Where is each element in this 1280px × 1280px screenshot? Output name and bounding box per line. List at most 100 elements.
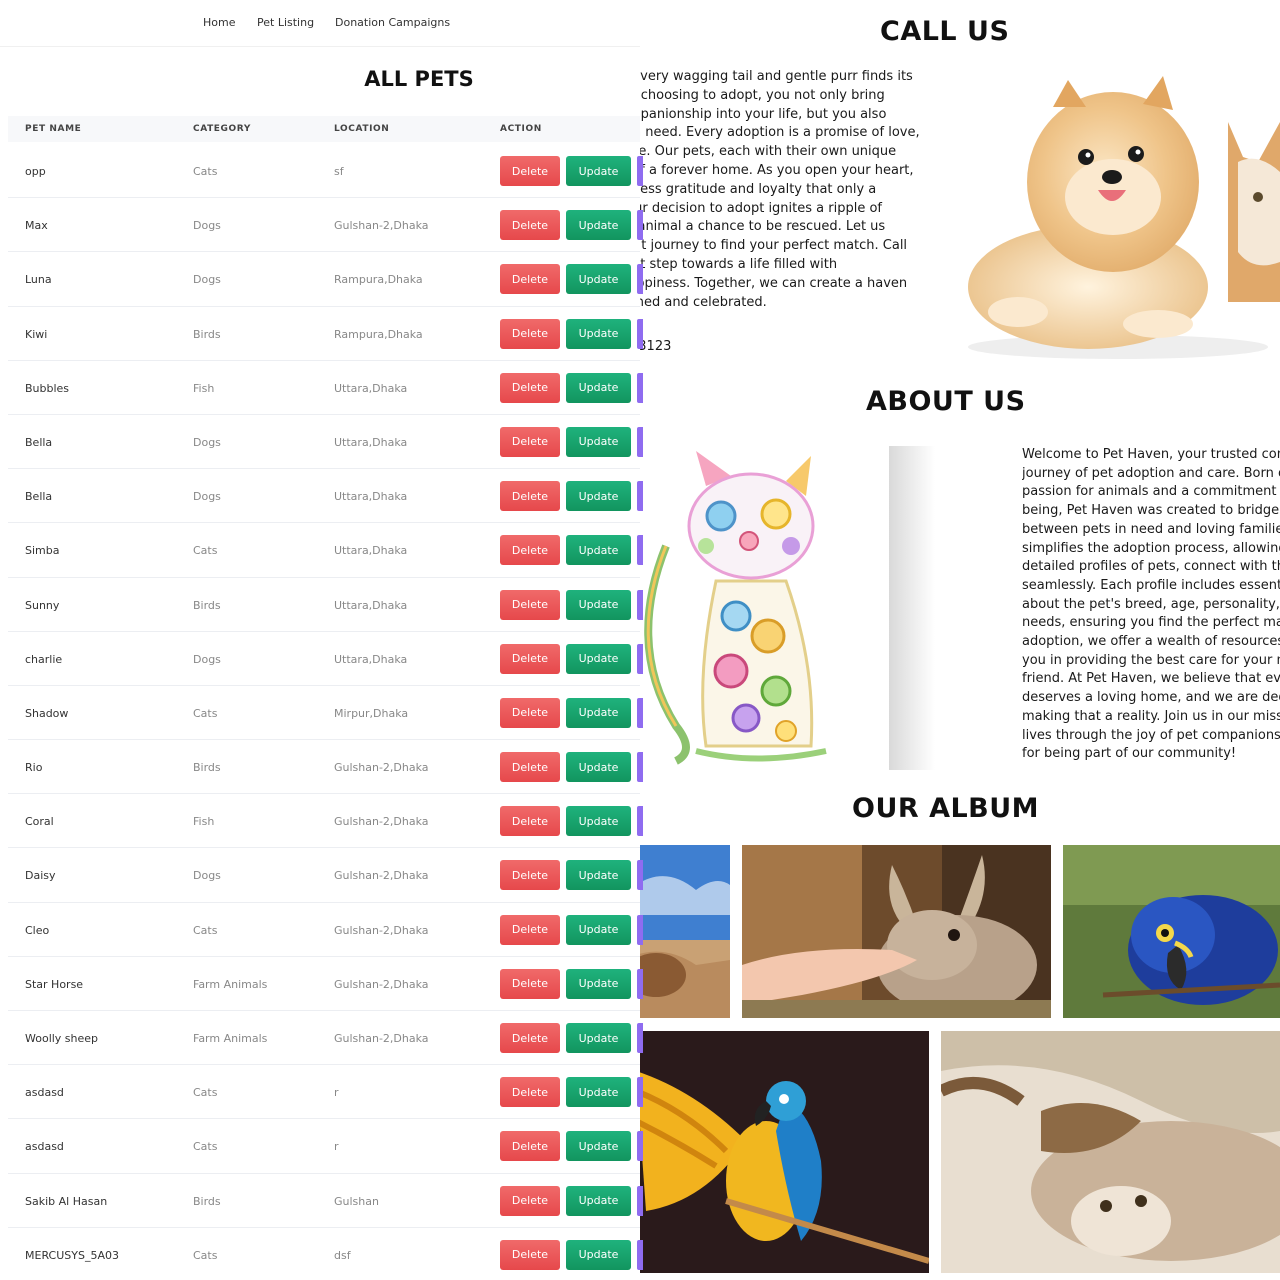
top-nav: Home Pet Listing Donation Campaigns [0, 0, 640, 46]
status-button-edge[interactable] [637, 914, 643, 945]
delete-button[interactable]: Delete [500, 372, 560, 403]
content-panel [0, 46, 640, 1280]
delete-button[interactable]: Delete [500, 426, 560, 457]
delete-button[interactable]: Delete [500, 968, 560, 999]
delete-button[interactable]: Delete [500, 1185, 560, 1216]
status-button-edge[interactable] [637, 697, 643, 728]
update-button[interactable]: Update [566, 210, 631, 241]
pet-location-cell: Gulshan-2,Dhaka [334, 761, 429, 775]
pet-location-cell: sf [334, 165, 344, 178]
delete-button[interactable]: Delete [500, 806, 560, 837]
update-button[interactable]: Update [566, 1077, 631, 1108]
delete-button[interactable]: Delete [500, 643, 560, 674]
status-button-edge[interactable] [637, 752, 643, 783]
delete-button[interactable]: Delete [500, 210, 560, 241]
pet-category-cell: Fish [193, 815, 215, 829]
pet-category-cell: Birds [193, 598, 221, 612]
status-button-edge[interactable] [637, 968, 643, 999]
update-button[interactable]: Update [566, 1023, 631, 1053]
status-button-edge[interactable] [637, 1131, 643, 1162]
call-us-text-line: ture. Our pets, each with their own uniq… [620, 144, 897, 160]
table-row: asdasd Cats r Delete Update [8, 1065, 643, 1120]
update-button[interactable]: Update [566, 1131, 631, 1162]
call-us-text-line: e every wagging tail and gentle purr fin… [620, 69, 913, 84]
update-button[interactable]: Update [566, 914, 631, 945]
update-button[interactable]: Update [566, 535, 631, 566]
update-button[interactable]: Update [566, 589, 631, 620]
pet-category-cell: Fish [193, 381, 215, 395]
pet-list-dashboard: Home Pet Listing Donation Campaigns ALL … [0, 0, 643, 1280]
quilled-cat-art [636, 446, 890, 770]
status-button-edge[interactable] [637, 156, 643, 186]
delete-button[interactable]: Delete [500, 914, 560, 945]
status-button-edge[interactable] [637, 318, 643, 349]
table-row: Bella Dogs Uttara,Dhaka Delete Update [8, 415, 643, 470]
about-us-text-line: you in providing the best care for your … [1022, 652, 1280, 668]
update-button[interactable]: Update [566, 426, 631, 457]
nav-donation-campaigns[interactable]: Donation Campaigns [335, 16, 451, 29]
table-row: Coral Fish Gulshan-2,Dhaka Delete Update [8, 794, 643, 849]
pet-location-cell: Gulshan-2,Dhaka [334, 923, 429, 937]
pet-category-cell: Farm Animals [193, 977, 268, 991]
delete-button[interactable]: Delete [500, 156, 560, 186]
update-button[interactable]: Update [566, 752, 631, 783]
status-button-edge[interactable] [637, 860, 643, 891]
update-button[interactable]: Update [566, 481, 631, 512]
art-shadow [889, 446, 935, 770]
call-us-text-line: rished and celebrated. [620, 294, 767, 310]
status-button-edge[interactable] [637, 426, 643, 457]
nav-home[interactable]: Home [203, 16, 236, 29]
about-us-text-line: deserves a loving home, and we are dedi [1022, 690, 1280, 706]
status-button-edge[interactable] [637, 372, 643, 403]
table-row: MERCUSYS_5A03 Cats dsf Delete Update [8, 1228, 643, 1280]
status-button-edge[interactable] [637, 481, 643, 512]
status-button-edge[interactable] [637, 264, 643, 295]
update-button[interactable]: Update [566, 643, 631, 674]
delete-button[interactable]: Delete [500, 481, 560, 512]
call-us-text-line: t in need. Every adoption is a promise o… [620, 125, 920, 141]
delete-button[interactable]: Delete [500, 535, 560, 566]
status-button-edge[interactable] [637, 643, 643, 674]
update-button[interactable]: Update [566, 697, 631, 728]
status-button-edge[interactable] [637, 1239, 643, 1270]
table-row: Simba Cats Uttara,Dhaka Delete Update [8, 523, 643, 578]
table-row: Sakib Al Hasan Birds Gulshan Delete Update [8, 1174, 643, 1228]
table-row: Cleo Cats Gulshan-2,Dhaka Delete Update [8, 903, 643, 957]
status-button-edge[interactable] [637, 1077, 643, 1108]
status-button-edge[interactable] [637, 1185, 643, 1216]
delete-button[interactable]: Delete [500, 1239, 560, 1270]
delete-button[interactable]: Delete [500, 318, 560, 349]
pet-category-cell: Cats [193, 544, 218, 558]
table-row: Woolly sheep Farm Animals Gulshan-2,Dhaka D… [8, 1011, 643, 1066]
pet-location-cell: Uttara,Dhaka [334, 652, 408, 666]
delete-button[interactable]: Delete [500, 752, 560, 783]
update-button[interactable]: Update [566, 968, 631, 999]
delete-button[interactable]: Delete [500, 589, 560, 620]
status-button-edge[interactable] [637, 210, 643, 241]
delete-button[interactable]: Delete [500, 697, 560, 728]
delete-button[interactable]: Delete [500, 264, 560, 295]
delete-button[interactable]: Delete [500, 1077, 560, 1108]
about-us-text-line: friend. At Pet Haven, we believe that ev… [1022, 671, 1280, 687]
update-button[interactable]: Update [566, 1239, 631, 1270]
status-button-edge[interactable] [637, 806, 643, 837]
update-button[interactable]: Update [566, 860, 631, 891]
status-button-edge[interactable] [637, 1023, 643, 1053]
pet-category-cell: Birds [193, 1194, 221, 1208]
delete-button[interactable]: Delete [500, 1023, 560, 1053]
update-button[interactable]: Update [566, 264, 631, 295]
update-button[interactable]: Update [566, 318, 631, 349]
status-button-edge[interactable] [637, 589, 643, 620]
delete-button[interactable]: Delete [500, 860, 560, 891]
pet-name-cell: MERCUSYS_5A03 [25, 1248, 119, 1262]
nav-pet-listing[interactable]: Pet Listing [257, 16, 315, 29]
status-button-edge[interactable] [637, 535, 643, 566]
delete-button[interactable]: Delete [500, 1131, 560, 1162]
album-title: OUR ALBUM [852, 793, 1040, 824]
album-photo-blue-macaw [1063, 845, 1280, 1018]
update-button[interactable]: Update [566, 806, 631, 837]
update-button[interactable]: Update [566, 156, 631, 186]
update-button[interactable]: Update [566, 372, 631, 403]
pet-location-cell: Uttara,Dhaka [334, 381, 408, 395]
update-button[interactable]: Update [566, 1185, 631, 1216]
